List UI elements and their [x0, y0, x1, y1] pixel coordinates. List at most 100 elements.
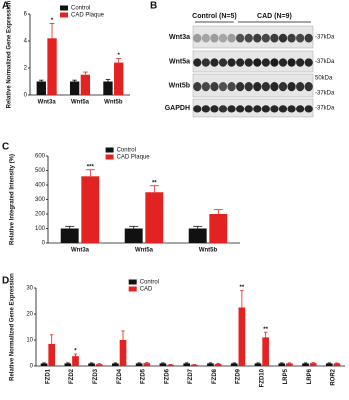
- blot-band: [244, 82, 253, 92]
- bar: [183, 363, 191, 366]
- error-bar: [66, 362, 70, 364]
- bar: [47, 38, 57, 95]
- blot-band: [218, 58, 228, 67]
- bar: [88, 363, 95, 366]
- blot-image: [192, 25, 314, 49]
- bar: [48, 343, 56, 366]
- error-bar: [113, 362, 118, 364]
- x-tick-label: FZD3: [93, 368, 99, 384]
- marker-label: -37kDa: [315, 35, 335, 41]
- bar: [262, 337, 269, 366]
- blot-band: [278, 82, 288, 92]
- error-bar: [287, 362, 292, 364]
- blot-band: [253, 105, 262, 113]
- x-tick-label: Wnt5b: [104, 100, 123, 106]
- y-axis-label: Relative Integrated Intensity (%): [10, 154, 16, 245]
- x-tick-label: LRP6: [307, 368, 313, 384]
- error-bar: [303, 362, 308, 364]
- blot-band: [261, 58, 270, 67]
- row-label: Wnt5b: [169, 82, 190, 89]
- blot-band: [278, 33, 288, 43]
- panel-label: A: [2, 1, 9, 12]
- row-label: Wnt3a: [169, 34, 190, 41]
- x-tick-label: ROR2: [331, 368, 337, 385]
- blot-band: [253, 33, 262, 43]
- y-tick-label: 20: [26, 312, 33, 318]
- y-tick-label: 200: [35, 212, 46, 218]
- legend-label: Control: [140, 280, 159, 286]
- error-bar: [327, 362, 331, 364]
- significance: **: [240, 285, 245, 291]
- y-axis-label: Relative Normalized Gene Expression: [10, 273, 16, 381]
- blot-band: [244, 105, 253, 113]
- legend-swatch: [128, 286, 137, 292]
- bar: [114, 62, 124, 95]
- bar: [69, 81, 80, 95]
- y-tick-label: 2: [24, 66, 28, 72]
- blot-band: [270, 33, 279, 43]
- blot-band: [304, 105, 313, 113]
- bar: [325, 363, 333, 366]
- blot-band: [236, 58, 245, 67]
- blot-band: [296, 105, 305, 113]
- y-tick-label: 6: [24, 12, 28, 18]
- blot-band: [201, 33, 210, 43]
- x-tick-label: Wnt3a: [71, 248, 90, 254]
- bar: [286, 363, 293, 366]
- error-bar: [72, 79, 77, 82]
- error-bar: [335, 362, 339, 364]
- x-tick-label: FZD2: [69, 368, 75, 384]
- error-bar: [85, 169, 95, 177]
- x-tick-label: FZD4: [117, 368, 123, 384]
- error-bar: [97, 363, 101, 365]
- blot-band: [304, 58, 313, 67]
- bar: [103, 81, 113, 95]
- blot-band: [210, 33, 219, 43]
- row-label: GAPDH: [165, 105, 190, 112]
- blot-band: [287, 82, 296, 92]
- blot-band: [270, 58, 279, 67]
- bar: [143, 363, 151, 366]
- blot-band: [193, 82, 202, 92]
- blot-band: [236, 105, 245, 113]
- x-tick-label: FZD7: [188, 368, 194, 384]
- blot-band: [201, 58, 210, 67]
- y-tick-label: 0: [42, 241, 46, 247]
- group-label: Control (N=5): [192, 13, 237, 20]
- bar: [112, 363, 119, 366]
- blot-band: [236, 82, 245, 92]
- error-bar: [38, 79, 44, 82]
- blot-band: [270, 82, 279, 92]
- bar: [64, 363, 72, 366]
- blot-band: [253, 58, 262, 67]
- error-bar: [83, 71, 88, 75]
- bar: [40, 363, 48, 366]
- bar: [230, 363, 238, 366]
- error-bar: [42, 362, 46, 364]
- error-bar: [137, 362, 141, 364]
- blot-band: [261, 33, 270, 43]
- blot-band: [278, 105, 288, 113]
- error-bar: [280, 362, 284, 364]
- y-tick-label: 100: [35, 226, 46, 232]
- blot-band: [287, 58, 296, 67]
- x-tick-label: Wnt3a: [38, 100, 57, 106]
- legend-label: CAD Plaque: [117, 155, 151, 161]
- error-bar: [89, 362, 94, 364]
- panel-label: D: [2, 276, 9, 287]
- bar: [207, 363, 214, 366]
- row-label: Wnt5a: [169, 58, 190, 65]
- x-tick-label: Wnt5a: [71, 100, 90, 106]
- error-bar: [121, 330, 125, 340]
- marker-label: 50kDa: [315, 76, 333, 82]
- bar: [238, 307, 246, 366]
- blot-band: [201, 82, 210, 92]
- x-tick-label: FZD5: [141, 368, 147, 384]
- blot-image: [192, 50, 314, 73]
- marker-label: -37kDa: [315, 106, 335, 112]
- y-tick-label: 400: [35, 183, 46, 189]
- error-bar: [105, 79, 111, 82]
- blot-band: [236, 33, 245, 43]
- error-bar: [232, 362, 236, 364]
